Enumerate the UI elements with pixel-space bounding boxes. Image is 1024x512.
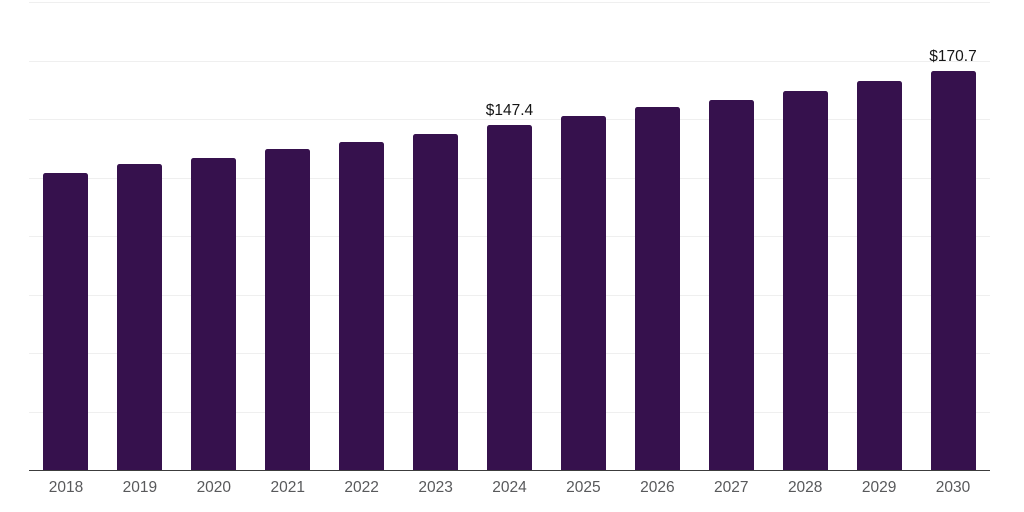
bar-band xyxy=(29,2,103,470)
bar-band xyxy=(694,2,768,470)
x-tick-label-2020: 2020 xyxy=(196,479,232,496)
x-tick-label-2023: 2023 xyxy=(418,479,453,496)
x-tick-label-2029: 2029 xyxy=(861,479,897,496)
x-axis: 2018 2019 2020 2021 2022 2023 2024 2025 2026 2027… xyxy=(29,479,990,497)
plot-area: $147.4 $170.7 xyxy=(29,2,990,471)
x-tick-label-2028: 2028 xyxy=(787,479,823,496)
bar-band xyxy=(103,2,177,470)
bar-2018[interactable] xyxy=(43,172,89,470)
bar-2030[interactable] xyxy=(930,70,976,470)
gridline xyxy=(29,60,990,62)
bar-band xyxy=(325,2,399,470)
bar-band xyxy=(546,2,620,470)
bar-2021[interactable] xyxy=(265,149,311,470)
bar-band xyxy=(399,2,473,470)
bar-2024[interactable] xyxy=(486,125,532,470)
x-tick-label-2019: 2019 xyxy=(122,479,158,496)
bar-2026[interactable] xyxy=(634,107,680,470)
x-tick-label-2030: 2030 xyxy=(935,479,971,496)
bar-2019[interactable] xyxy=(117,164,163,470)
bar-band: $170.7 xyxy=(916,2,990,470)
gridline xyxy=(29,119,990,120)
bar-band xyxy=(177,2,251,470)
bar-2020[interactable] xyxy=(191,157,237,470)
x-tick-label-2021: 2021 xyxy=(270,479,305,496)
data-label-2024: $147.4 xyxy=(485,102,534,120)
x-tick-label-2027: 2027 xyxy=(714,479,749,496)
x-tick-label-2018: 2018 xyxy=(48,479,84,496)
data-label-2030: $170.7 xyxy=(929,47,977,65)
bar-2029[interactable] xyxy=(856,80,902,470)
bar-band xyxy=(842,2,916,470)
x-tick-label-2025: 2025 xyxy=(566,479,601,496)
bar-band xyxy=(251,2,325,470)
bar-band xyxy=(768,2,842,470)
bar-2025[interactable] xyxy=(560,116,606,470)
bar-band xyxy=(620,2,694,470)
bar-2023[interactable] xyxy=(413,133,459,470)
bar-2027[interactable] xyxy=(708,99,754,470)
bar-2022[interactable] xyxy=(339,141,385,470)
bar-2028[interactable] xyxy=(782,90,828,470)
x-tick-label-2024: 2024 xyxy=(492,479,527,496)
gridline xyxy=(29,2,990,3)
x-tick-label-2026: 2026 xyxy=(640,479,675,496)
bar-band: $147.4 xyxy=(473,2,547,470)
bars-row: $147.4 $170.7 xyxy=(29,2,990,470)
x-tick-label-2022: 2022 xyxy=(344,479,379,496)
